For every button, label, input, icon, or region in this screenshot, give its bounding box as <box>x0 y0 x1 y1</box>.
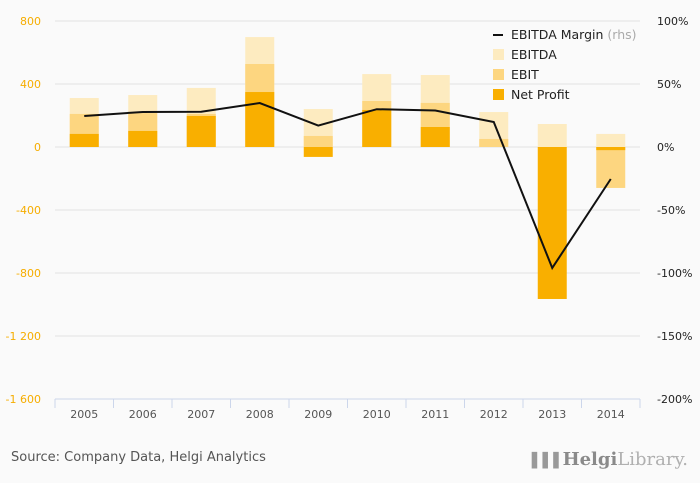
y-right-tick-label: -100% <box>657 267 692 280</box>
bar-net-profit <box>420 126 450 147</box>
y-left-tick-label: 400 <box>20 78 41 91</box>
legend-label: EBIT <box>511 67 539 82</box>
legend-label: EBITDA Margin (rhs) <box>511 27 637 42</box>
bar-ebit <box>479 138 509 147</box>
y-left-tick-label: -400 <box>16 204 41 217</box>
x-tick-label: 2009 <box>304 408 332 421</box>
x-tick-label: 2012 <box>480 408 508 421</box>
legend-swatch-icon <box>493 49 504 60</box>
bar-net-profit <box>362 109 392 147</box>
chart: 800 400 0 -400 -800 -1 200 -1 600 100% 50% 0% -50… <box>6 15 693 421</box>
x-tick-label: 2007 <box>187 408 215 421</box>
y-left-tick-label: -1 200 <box>6 330 41 343</box>
left-axis: 800 400 0 -400 -800 -1 200 -1 600 <box>6 15 41 406</box>
logo-bold: Helgi <box>562 449 618 470</box>
x-tick-label: 2008 <box>246 408 274 421</box>
bars <box>69 37 626 299</box>
logo-icon: ▐▐▐ <box>526 453 559 469</box>
source-note: Source: Company Data, Helgi Analytics <box>11 450 266 465</box>
x-tick-label: 2006 <box>129 408 157 421</box>
y-left-tick-label: -1 600 <box>6 393 41 406</box>
y-right-tick-label: -200% <box>657 393 692 406</box>
bar-ebitda <box>596 133 626 147</box>
bar-ebit <box>596 147 626 188</box>
legend-suffix: (rhs) <box>603 27 636 42</box>
bar-ebitda <box>537 124 567 147</box>
y-left-tick-label: 800 <box>20 15 41 28</box>
bar-ebit <box>303 135 333 147</box>
x-tick-label: 2013 <box>538 408 566 421</box>
bar-net-profit <box>596 147 626 151</box>
y-right-tick-label: 100% <box>657 15 688 28</box>
bar-net-profit <box>245 92 275 147</box>
helgi-library-logo[interactable]: ▐▐▐ HelgiLibrary. <box>526 449 688 470</box>
logo-light: Library. <box>617 449 688 470</box>
legend-swatch-icon <box>493 69 504 80</box>
bar-net-profit <box>186 115 216 147</box>
legend-swatch-icon <box>493 89 504 100</box>
bar-net-profit <box>69 133 99 147</box>
y-right-tick-label: 50% <box>657 78 681 91</box>
y-right-tick-label: 0% <box>657 141 674 154</box>
margin-line <box>84 101 612 271</box>
legend-label: Net Profit <box>511 87 570 102</box>
x-tick-label: 2005 <box>70 408 98 421</box>
line-ebitda-margin <box>84 101 612 271</box>
y-left-tick-label: 0 <box>34 141 41 154</box>
y-right-tick-label: -150% <box>657 330 692 343</box>
x-tick-label: 2011 <box>421 408 449 421</box>
x-axis: 2005 2006 2007 2008 2009 2010 2011 2012 2013 2014 <box>54 398 641 421</box>
bar-net-profit <box>537 147 567 299</box>
legend: EBITDA Margin (rhs) EBITDA EBIT Net Profit <box>493 27 637 102</box>
legend-label: EBITDA <box>511 47 557 62</box>
bar-net-profit <box>128 130 158 147</box>
x-tick-label: 2014 <box>597 408 625 421</box>
right-axis: 100% 50% 0% -50% -100% -150% -200% <box>657 15 692 406</box>
y-left-tick-label: -800 <box>16 267 41 280</box>
bar-net-profit <box>303 147 333 157</box>
y-right-tick-label: -50% <box>657 204 685 217</box>
x-tick-label: 2010 <box>363 408 391 421</box>
